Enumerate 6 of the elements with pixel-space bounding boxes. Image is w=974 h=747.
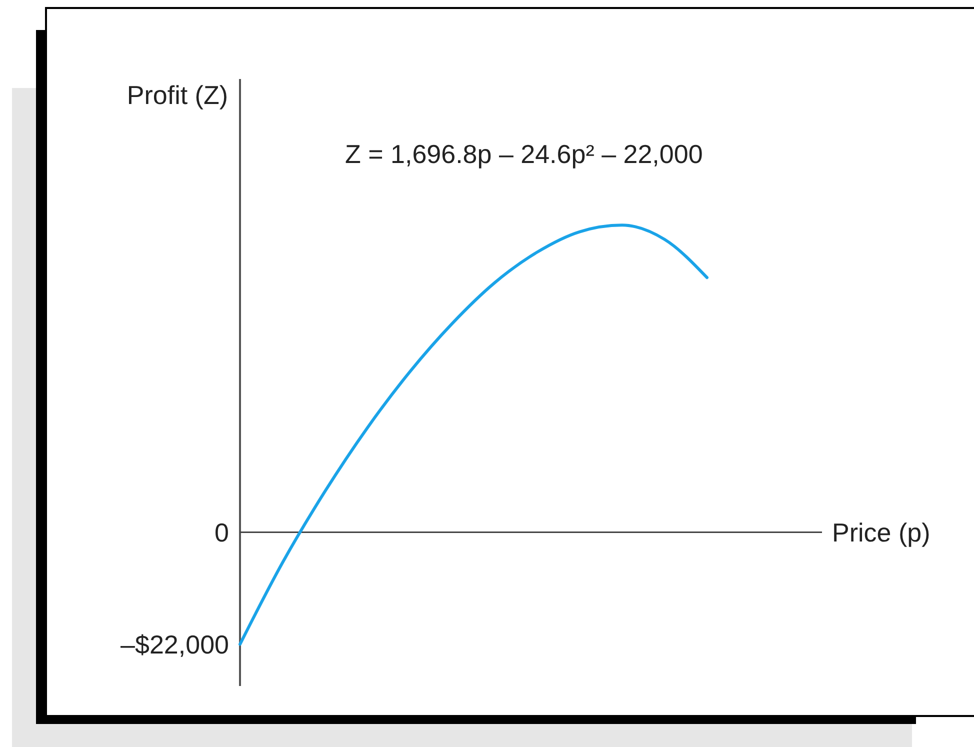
y-tick-label: –$22,000 (120, 629, 229, 660)
annotation: Z = 1,696.8p – 24.6p² – 22,000 (345, 139, 703, 169)
y-axis-title: Profit (Z) (126, 80, 228, 110)
y-tick-label: 0 (214, 517, 229, 548)
x-axis-title: Price (p) (832, 517, 930, 548)
line-series (238, 224, 708, 646)
